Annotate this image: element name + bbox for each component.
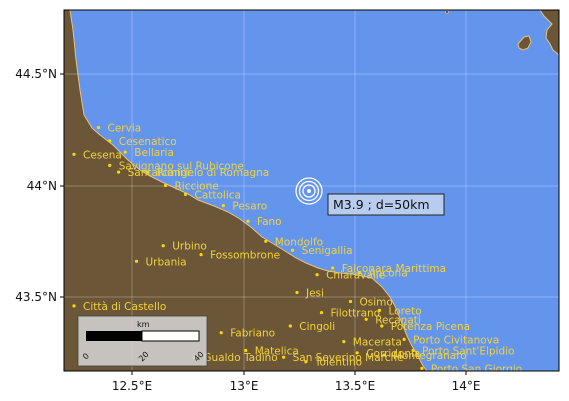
city-label: Cingoli (299, 321, 335, 333)
city-marker (161, 244, 165, 248)
lat-tick-label: 43.5°N (15, 290, 57, 304)
city-label: Pesaro (232, 201, 267, 213)
city-label: Urbania (146, 256, 187, 268)
city-label: Bellaria (134, 147, 174, 159)
islet (445, 10, 449, 14)
city-label: Jesi (305, 288, 324, 300)
city-label: Porto Civitanova (413, 334, 499, 346)
city-label: Ancona (369, 268, 408, 280)
city-marker (146, 170, 150, 174)
lon-tick-label: 12.5°E (112, 379, 152, 393)
city-label: Gualdo Tadino (203, 352, 277, 364)
city-label: Savignano sul Rubicone (119, 160, 244, 172)
city-marker (331, 266, 335, 270)
city-marker (96, 125, 101, 130)
city-marker (348, 299, 353, 304)
city-marker (108, 163, 112, 167)
city-label: Rimini (157, 167, 190, 179)
lon-tick-label: 13°E (230, 379, 259, 393)
city-marker (342, 340, 346, 344)
city-label: Fano (257, 216, 282, 228)
city-label: Filottrano (331, 308, 381, 320)
city-label: Macerata (353, 337, 402, 349)
scalebar-tick-0: 0 (81, 351, 91, 361)
city-marker (246, 219, 250, 223)
city-label: San Severino Marche (293, 352, 404, 364)
city-marker (72, 152, 76, 156)
city-marker (402, 337, 406, 341)
city-marker (183, 192, 188, 196)
city-label: Cervia (108, 123, 142, 135)
city-marker (134, 259, 139, 263)
city-marker (163, 183, 168, 188)
city-marker (364, 317, 368, 321)
city-label: Urbino (172, 241, 207, 253)
city-label: Falconara Marittima (342, 263, 446, 275)
city-marker (295, 290, 299, 295)
city-marker (382, 353, 386, 357)
city-label: Mondolfo (275, 236, 323, 248)
city-label: Potenza Picena (391, 321, 470, 333)
gridlines (64, 10, 559, 371)
city-label: Cattolica (195, 189, 241, 201)
city-marker (117, 170, 121, 174)
city-marker (411, 348, 415, 353)
scalebar-unit: km (137, 320, 150, 329)
city-label: Santarcangelo di Romagna (128, 167, 270, 179)
city-marker (282, 355, 286, 359)
city-marker (380, 324, 384, 328)
city-marker (123, 150, 127, 154)
city-label: Fabriano (230, 328, 275, 340)
map-frame (63, 9, 560, 372)
lon-tick-label: 13.5°E (335, 379, 375, 393)
scalebar: km 0 20 40 (77, 315, 208, 367)
city-label: Tolentino (314, 357, 362, 369)
city-marker (304, 360, 308, 364)
city-label: Matelica (255, 346, 299, 358)
city-marker (221, 204, 225, 208)
city-label: Cesenatico (119, 136, 177, 148)
lon-tick-label: 14°E (452, 379, 481, 393)
lat-tick-label: 44°N (27, 179, 57, 193)
city-marker (355, 351, 359, 355)
city-label: Senigallia (302, 245, 353, 257)
city-label: Porto San Giorgio (431, 363, 522, 375)
city-marker (420, 366, 424, 370)
italy-land (64, 10, 428, 371)
city-marker (264, 239, 268, 243)
city-marker (219, 331, 223, 335)
city-marker (357, 270, 362, 275)
city-marker (108, 139, 112, 143)
city-marker (199, 253, 203, 257)
city-marker (291, 248, 295, 252)
city-label: Loreto (389, 305, 422, 317)
city-marker (319, 311, 324, 315)
island (517, 35, 532, 51)
croatia-land (539, 10, 559, 56)
city-label: Recanati (375, 314, 421, 326)
city-label: Porto Sant'Elpidio (422, 346, 514, 358)
event-label: M3.9 ; d=50km (333, 197, 430, 212)
city-marker (244, 348, 248, 353)
city-marker (72, 304, 76, 308)
concentric-circles-icon (295, 177, 323, 205)
city-label: Cesena (83, 149, 122, 161)
city-label: Fossombrone (210, 250, 280, 262)
city-marker (377, 308, 382, 312)
city-label: Corridonia (366, 348, 420, 360)
event-annotation: M3.9 ; d=50km (327, 193, 445, 216)
city-label: Osimo (360, 297, 393, 309)
city-label: Riccione (175, 181, 219, 193)
city-label: Montegranaro (393, 350, 467, 362)
city-marker (288, 324, 292, 328)
city-marker (315, 273, 319, 277)
axis-ticks (60, 73, 467, 375)
city-label: Città di Castello (83, 301, 166, 313)
city-label: Chiaravalle (326, 270, 385, 282)
lat-tick-label: 44.5°N (15, 67, 57, 81)
